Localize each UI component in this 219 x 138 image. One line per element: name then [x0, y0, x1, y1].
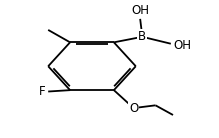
Text: B: B	[138, 30, 147, 43]
Text: O: O	[129, 102, 138, 115]
Text: OH: OH	[131, 5, 149, 18]
Text: F: F	[39, 85, 46, 98]
Text: OH: OH	[173, 39, 191, 52]
